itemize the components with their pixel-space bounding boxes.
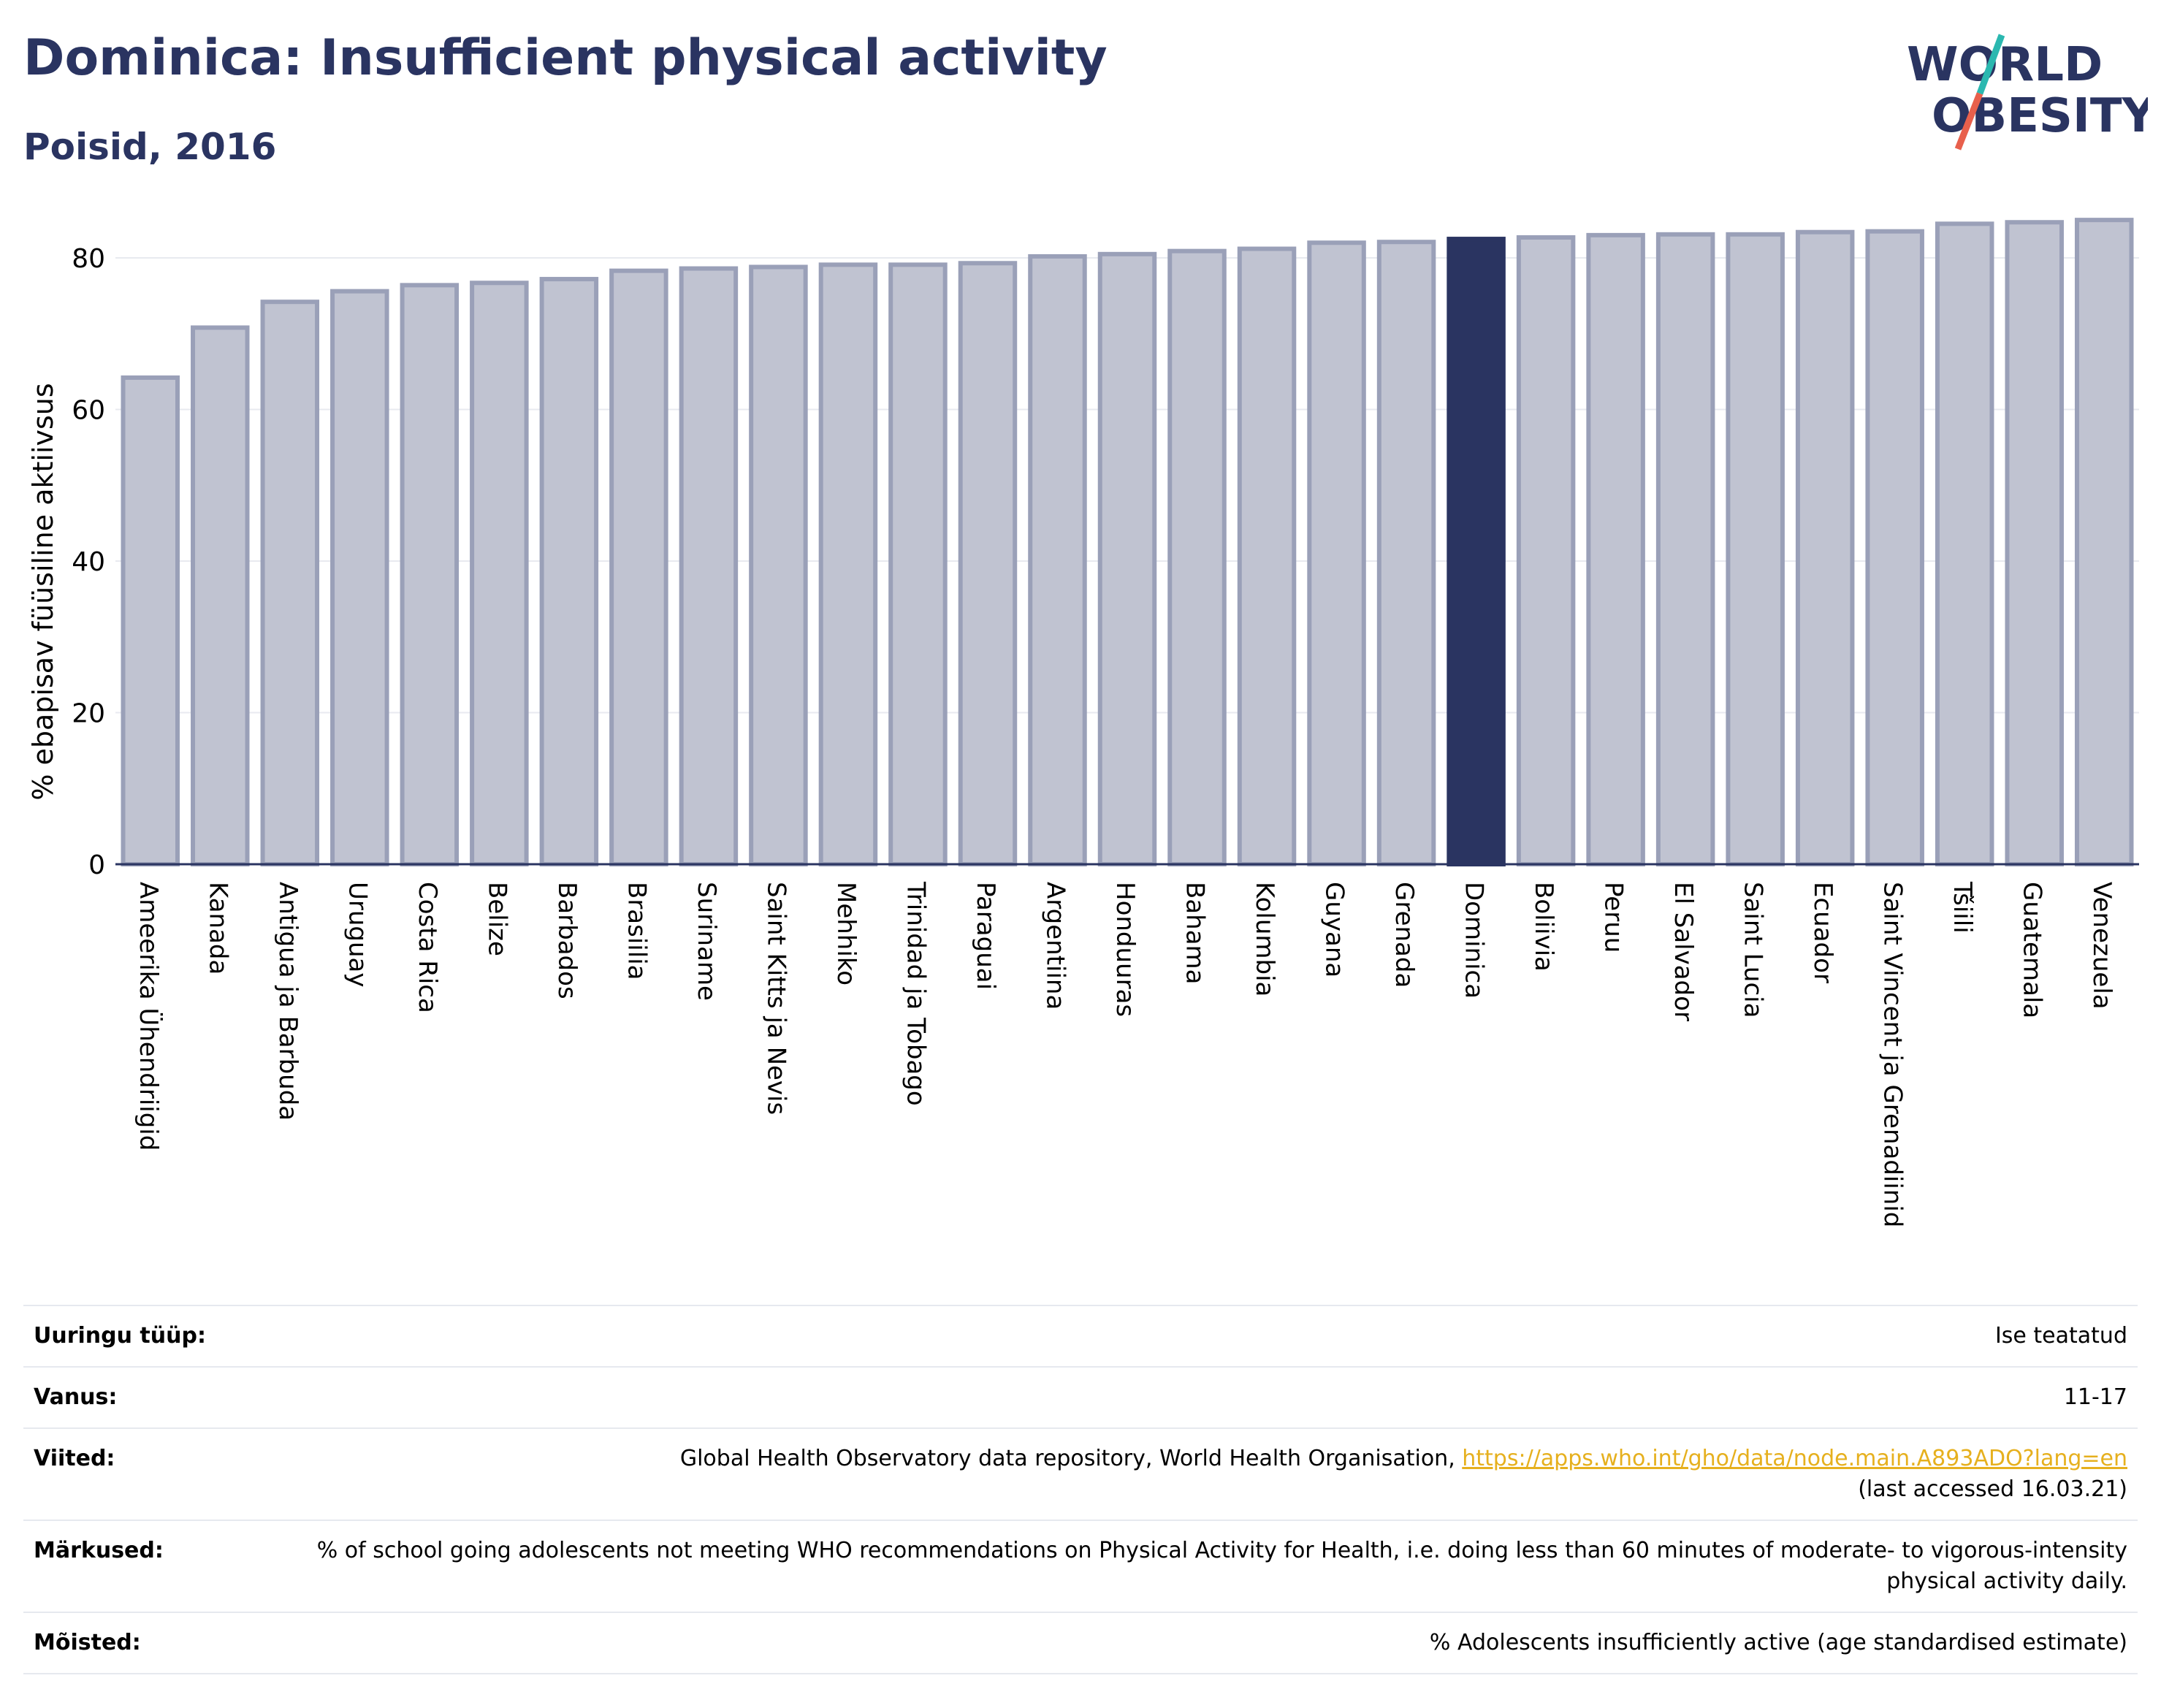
- x-tick-label: Venezuela: [2087, 882, 2116, 1010]
- axes: 0 20 40 60 80 Ameerika Ühendriigid Kanada Antig…: [72, 244, 2139, 1227]
- bar: [260, 300, 320, 866]
- x-tick-label: Ameerika Ühendriigid: [134, 882, 164, 1151]
- reference-link[interactable]: https://apps.who.int/gho/data/node.main.…: [1462, 1446, 2127, 1471]
- bar: [121, 375, 180, 866]
- x-tick-label: Saint Vincent ja Grenadiinid: [1878, 882, 1907, 1227]
- x-tick-label: Costa Rica: [413, 882, 442, 1013]
- metadata-label: Uuringu tüüp:: [23, 1305, 263, 1367]
- x-tick-label: Guatemala: [2018, 882, 2047, 1018]
- bar: [749, 264, 808, 866]
- metadata-label: Märkused:: [23, 1520, 263, 1612]
- x-tick-label: Mehhiko: [831, 882, 861, 985]
- bar: [2074, 218, 2134, 866]
- x-tick-label: Kolumbia: [1250, 882, 1279, 996]
- x-tick-label: Guyana: [1320, 882, 1349, 977]
- x-tick-label: Honduuras: [1110, 882, 1140, 1017]
- x-tick-label: Tšiili: [1948, 881, 1977, 934]
- bar: [2005, 220, 2064, 866]
- bar-highlighted: [1447, 237, 1506, 866]
- x-tick-label: Peruu: [1599, 882, 1628, 953]
- bar: [1167, 248, 1227, 867]
- bar: [1097, 251, 1157, 866]
- x-tick-label: Dominica: [1460, 882, 1489, 999]
- bar: [818, 262, 878, 866]
- x-tick-label: Belize: [482, 882, 511, 956]
- bar: [679, 266, 739, 866]
- x-tick-label: Ecuador: [1808, 882, 1837, 983]
- metadata-row: Märkused:% of school going adolescents n…: [23, 1520, 2138, 1612]
- bar: [958, 261, 1018, 866]
- x-tick-label: Trinidad ja Tobago: [901, 881, 930, 1106]
- bar: [470, 281, 529, 866]
- y-tick-label: 40: [72, 547, 105, 577]
- bar: [539, 277, 599, 866]
- reference-accessed-note: (last accessed 16.03.21): [1858, 1476, 2127, 1502]
- metadata-row: Mõisted:% Adolescents insufficiently act…: [23, 1612, 2138, 1674]
- x-tick-label: Paraguai: [971, 882, 1000, 990]
- bar: [1237, 246, 1297, 866]
- metadata-value: % Adolescents insufficiently active (age…: [263, 1612, 2138, 1674]
- y-axis-label: % ebapisav füüsiline aktiivsus: [27, 383, 59, 800]
- x-tick-label: Uruguay: [343, 882, 372, 988]
- x-tick-label: Brasiilia: [622, 882, 651, 980]
- metadata-table: Uuringu tüüp: Ise teatatud Vanus: 11-17 Viit…: [23, 1305, 2138, 1674]
- x-tick-label: Argentiina: [1040, 882, 1070, 1010]
- bar: [1795, 229, 1855, 867]
- bar: [1586, 232, 1645, 866]
- x-tick-label: Saint Kitts ja Nevis: [761, 882, 790, 1115]
- logo-slash-teal: [1976, 34, 2005, 95]
- metadata-row: Uuringu tüüp: Ise teatatud: [23, 1305, 2138, 1367]
- x-tick-label: Boliivia: [1529, 882, 1558, 972]
- bar: [1376, 240, 1436, 866]
- bar: [330, 289, 389, 866]
- bar: [191, 325, 250, 866]
- metadata-label: Mõisted:: [23, 1612, 263, 1674]
- bar: [1935, 221, 1994, 866]
- bar: [888, 262, 948, 866]
- metadata-value: Ise teatatud: [263, 1305, 2138, 1367]
- y-tick-label: 0: [88, 850, 105, 880]
- bar: [609, 268, 668, 866]
- y-tick-label: 60: [72, 396, 105, 426]
- x-tick-label: Saint Lucia: [1739, 882, 1768, 1018]
- bar: [400, 283, 460, 867]
- metadata-value: Global Health Observatory data repositor…: [263, 1427, 2138, 1520]
- y-tick-label: 80: [72, 244, 105, 274]
- metadata-value: % of school going adolescents not meetin…: [263, 1520, 2138, 1612]
- bar: [1028, 253, 1087, 866]
- bars: [121, 218, 2134, 867]
- x-tick-label: Kanada: [203, 882, 232, 975]
- y-tick-label: 20: [72, 699, 105, 729]
- x-tick-label: Grenada: [1390, 882, 1419, 988]
- chart-title: Dominica: Insufficient physical activity: [23, 29, 1108, 87]
- metadata-value: 11-17: [263, 1366, 2138, 1428]
- world-obesity-logo: WORLD OBESITY: [1907, 34, 2148, 150]
- metadata-row: Vanus: 11-17: [23, 1366, 2138, 1428]
- bar: [1865, 229, 1924, 866]
- chart-subtitle: Poisid, 2016: [23, 126, 277, 168]
- metadata-row: Viited: Global Health Observatory data re…: [23, 1427, 2138, 1520]
- bar-chart: 0 20 40 60 80 Ameerika Ühendriigid Kanada Antig…: [27, 218, 2139, 1227]
- bar: [1655, 232, 1715, 866]
- x-tick-label: Barbados: [552, 882, 582, 999]
- bar: [1516, 235, 1576, 866]
- logo-line-1: WORLD: [1907, 38, 2103, 92]
- x-tick-label: Antigua ja Barbuda: [273, 882, 302, 1121]
- x-tick-label: El Salvador: [1669, 882, 1698, 1021]
- x-tick-label: Bahama: [1181, 882, 1210, 985]
- metadata-label: Vanus:: [23, 1366, 263, 1428]
- metadata-label: Viited:: [23, 1427, 263, 1520]
- x-tick-label: Suriname: [692, 882, 721, 1001]
- bar: [1726, 232, 1785, 866]
- logo-slash-red: [1954, 92, 1983, 150]
- bar: [1307, 240, 1366, 866]
